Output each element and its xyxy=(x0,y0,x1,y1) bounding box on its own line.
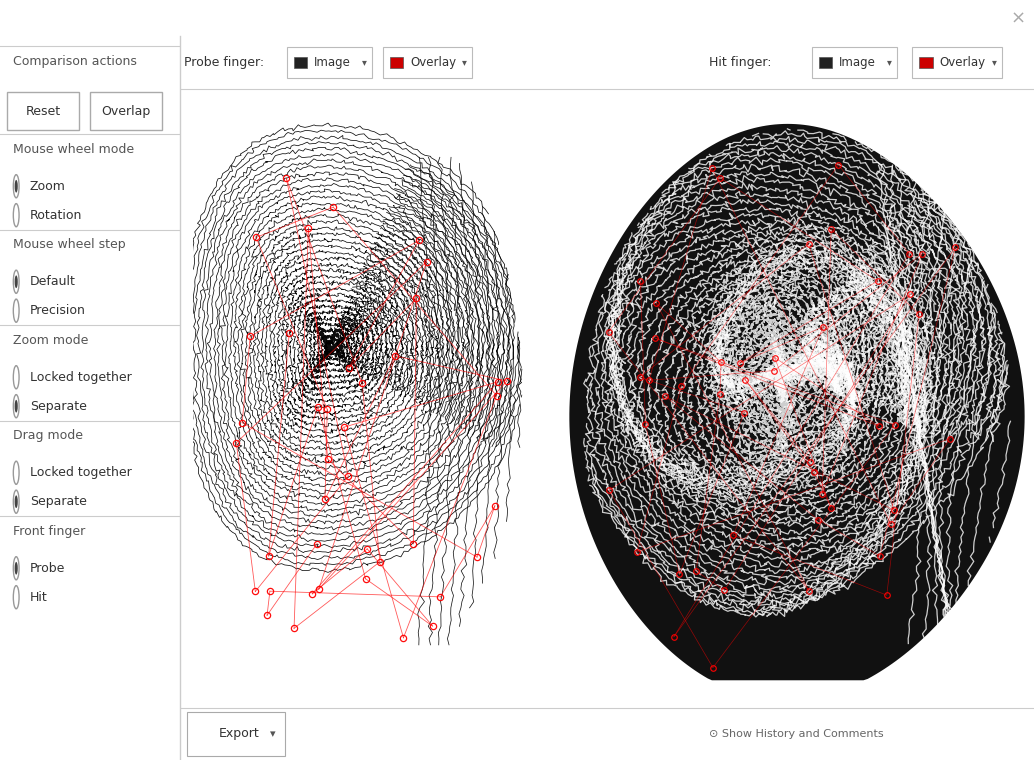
Text: Precision: Precision xyxy=(30,304,86,317)
Circle shape xyxy=(13,204,19,226)
FancyBboxPatch shape xyxy=(383,47,473,78)
Circle shape xyxy=(13,366,19,389)
Circle shape xyxy=(13,299,19,322)
Text: Probe: Probe xyxy=(30,562,65,575)
Text: Hit finger:: Hit finger: xyxy=(709,56,772,69)
Text: Overlay: Overlay xyxy=(410,56,456,69)
Text: Image: Image xyxy=(840,56,876,69)
Text: Overlap: Overlap xyxy=(101,105,151,118)
Text: Zoom: Zoom xyxy=(30,180,66,193)
Circle shape xyxy=(14,496,18,508)
FancyBboxPatch shape xyxy=(812,47,898,78)
Text: Drag mode: Drag mode xyxy=(12,429,83,442)
Text: Right thumb (probe) - Right thumb (hit) Score: 1967: Right thumb (probe) - Right thumb (hit) … xyxy=(251,9,783,27)
Circle shape xyxy=(13,270,19,293)
Polygon shape xyxy=(570,124,1025,680)
Text: Hit: Hit xyxy=(30,591,48,603)
FancyBboxPatch shape xyxy=(912,47,1002,78)
Circle shape xyxy=(14,275,18,288)
Text: Separate: Separate xyxy=(30,496,87,508)
Text: ▾: ▾ xyxy=(270,729,275,739)
FancyBboxPatch shape xyxy=(90,92,162,130)
FancyBboxPatch shape xyxy=(7,92,80,130)
Circle shape xyxy=(13,490,19,513)
FancyBboxPatch shape xyxy=(187,712,285,755)
Circle shape xyxy=(14,400,18,413)
Text: ▾: ▾ xyxy=(462,58,467,68)
FancyBboxPatch shape xyxy=(286,47,372,78)
Text: Zoom mode: Zoom mode xyxy=(12,334,88,347)
Text: ▾: ▾ xyxy=(362,58,367,68)
Text: Export: Export xyxy=(219,727,260,740)
Bar xyxy=(390,57,403,68)
Text: Probe finger:: Probe finger: xyxy=(184,56,265,69)
Circle shape xyxy=(14,180,18,192)
Circle shape xyxy=(13,461,19,484)
Text: Front finger: Front finger xyxy=(12,525,85,538)
Circle shape xyxy=(13,175,19,198)
Text: Separate: Separate xyxy=(30,400,87,413)
Circle shape xyxy=(13,556,19,580)
Text: Rotation: Rotation xyxy=(30,209,83,222)
Text: Image: Image xyxy=(314,56,351,69)
Text: Comparison actions: Comparison actions xyxy=(12,55,136,68)
Circle shape xyxy=(13,394,19,418)
Text: Default: Default xyxy=(30,275,75,288)
Bar xyxy=(294,57,307,68)
Text: Locked together: Locked together xyxy=(30,467,131,480)
Bar xyxy=(919,57,933,68)
Text: Overlay: Overlay xyxy=(940,56,985,69)
Text: Locked together: Locked together xyxy=(30,371,131,384)
Bar xyxy=(819,57,832,68)
Circle shape xyxy=(14,562,18,575)
Text: ⊙ Show History and Comments: ⊙ Show History and Comments xyxy=(709,729,884,739)
Text: ▾: ▾ xyxy=(887,58,892,68)
Text: Reset: Reset xyxy=(26,105,61,118)
Text: Mouse wheel step: Mouse wheel step xyxy=(12,239,125,252)
Text: ▾: ▾ xyxy=(992,58,997,68)
Circle shape xyxy=(13,586,19,609)
Text: ×: × xyxy=(1010,9,1026,27)
Text: Mouse wheel mode: Mouse wheel mode xyxy=(12,143,133,156)
